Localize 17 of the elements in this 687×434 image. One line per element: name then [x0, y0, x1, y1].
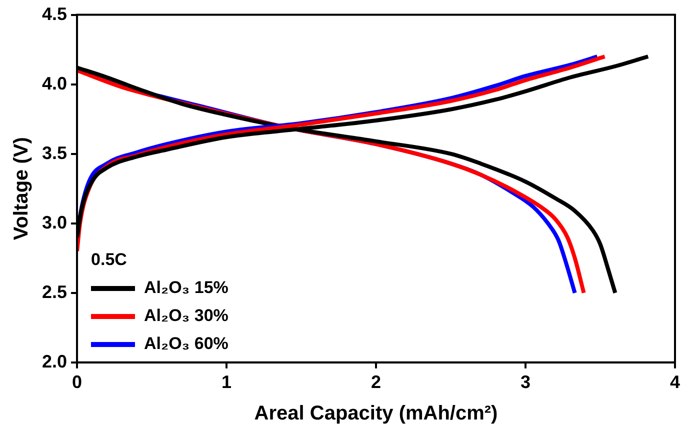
x-tick-label: 2 — [371, 372, 382, 392]
y-tick-label: 3.5 — [42, 142, 68, 163]
x-tick-label: 1 — [222, 372, 232, 392]
x-tick-label: 4 — [670, 372, 680, 392]
y-tick-label: 4.0 — [42, 73, 68, 94]
y-tick-label: 3.0 — [42, 212, 68, 232]
y-tick-label: 2.0 — [42, 351, 68, 372]
legend-label: Al₂O₃ 15% — [144, 277, 228, 300]
x-tick-label: 3 — [520, 372, 531, 392]
y-tick-label: 4.5 — [42, 4, 68, 24]
x-axis-title: Areal Capacity (mAh/cm²) — [254, 402, 498, 425]
y-tick-label: 2.5 — [42, 282, 68, 302]
x-tick-label: 0 — [72, 372, 82, 392]
y-axis-title: Voltage (V) — [10, 137, 33, 240]
legend-label: Al₂O₃ 30% — [144, 305, 228, 328]
legend-title: 0.5C — [91, 249, 128, 272]
legend-label: Al₂O₃ 60% — [144, 333, 228, 356]
